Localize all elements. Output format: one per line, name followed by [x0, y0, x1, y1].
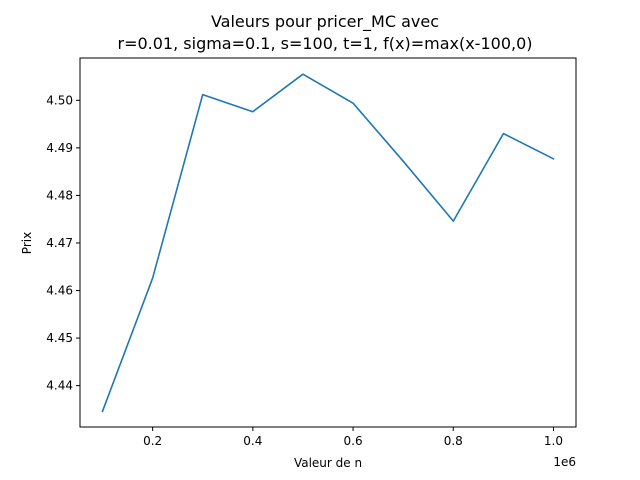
y-tick-label: 4.45 — [46, 331, 73, 345]
series-layer — [101, 73, 555, 413]
x-tick-label: 0.6 — [344, 434, 363, 448]
x-tick-label: 0.4 — [243, 434, 262, 448]
y-tick-label: 4.49 — [46, 141, 73, 155]
x-axis-offset-label: 1e6 — [553, 455, 576, 469]
x-tick-label: 1.0 — [544, 434, 563, 448]
y-tick-label: 4.44 — [46, 379, 73, 393]
series-line — [101, 73, 555, 413]
chart-title-line1: Valeurs pour pricer_MC avec — [211, 12, 439, 32]
x-axis-label: Valeur de n — [294, 456, 362, 470]
chart-title-line2: r=0.01, sigma=0.1, s=100, t=1, f(x)=max(… — [118, 34, 533, 53]
x-tick-label: 0.8 — [444, 434, 463, 448]
x-tick-label: 0.2 — [143, 434, 162, 448]
y-tick-label: 4.50 — [46, 93, 73, 107]
y-axis-ticks: 4.44 4.45 4.46 4.47 4.48 4.49 4.50 — [46, 93, 80, 393]
y-tick-label: 4.48 — [46, 188, 73, 202]
plot-area-frame — [79, 57, 577, 428]
x-axis-ticks: 0.2 0.4 0.6 0.8 1.0 — [143, 427, 563, 448]
y-tick-label: 4.47 — [46, 236, 73, 250]
y-tick-label: 4.46 — [46, 284, 73, 298]
y-axis-label: Prix — [20, 232, 34, 254]
